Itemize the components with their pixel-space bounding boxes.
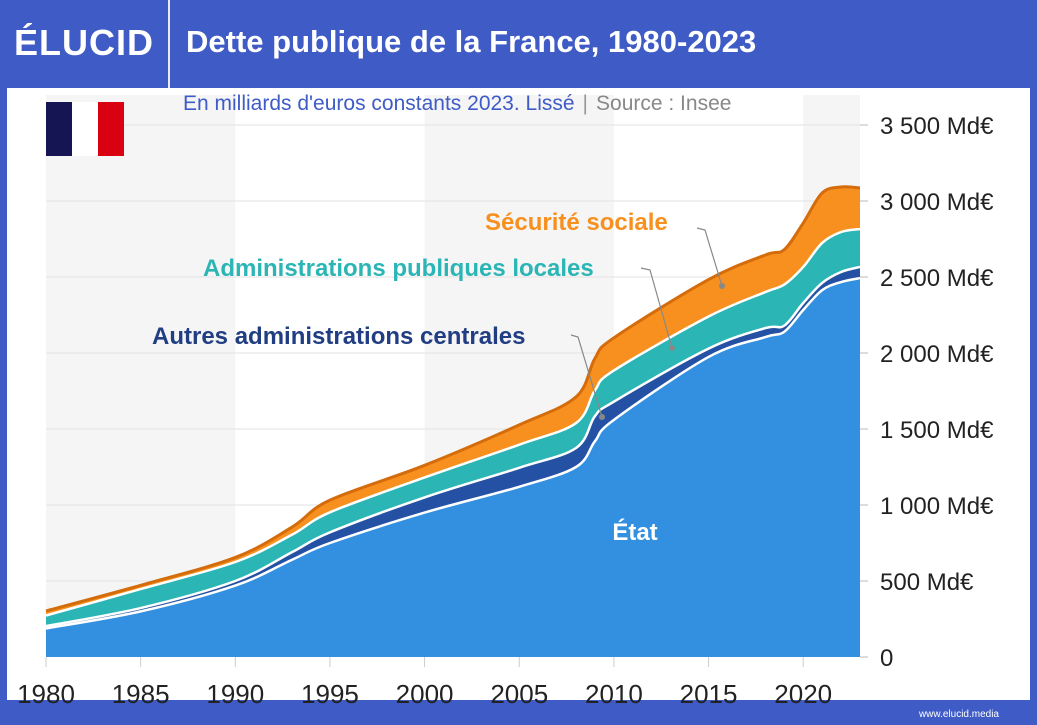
y-tick-label: 0 [880, 645, 893, 672]
leader-line [640, 267, 673, 349]
label-administrations-publiques-locales: Administrations publiques locales [203, 255, 594, 282]
x-tick-label: 2020 [774, 679, 832, 709]
label-securite-sociale: Sécurité sociale [485, 209, 668, 236]
y-tick-label: 2 500 Md€ [880, 265, 994, 292]
x-tick-label: 1980 [17, 679, 75, 709]
series-separator-line [45, 265, 861, 628]
series-separator-line [45, 276, 861, 630]
subtitle: En milliards d'euros constants 2023. Lis… [183, 92, 731, 116]
header-divider [168, 0, 170, 88]
subtitle-separator: | [582, 92, 589, 115]
leader-line [570, 334, 603, 418]
x-tick-label: 2000 [396, 679, 454, 709]
y-tick-label: 1 000 Md€ [880, 493, 994, 520]
flag-stripe-blue [46, 102, 72, 156]
elucid-logo: ÉLUCID [14, 22, 154, 63]
source-text: Source : Insee [596, 92, 732, 115]
leader-dot [669, 345, 675, 351]
label-etat: État [612, 518, 657, 546]
y-tick-label: 3 500 Md€ [880, 113, 994, 140]
flag-stripe-red [98, 102, 124, 156]
page-title: Dette publique de la France, 1980-2023 [186, 24, 757, 59]
y-tick-label: 1 500 Md€ [880, 417, 994, 444]
background-band [46, 95, 236, 657]
flag-stripe-white [72, 102, 98, 156]
x-tick-label: 1995 [301, 679, 359, 709]
area-etat [46, 278, 860, 657]
header: ÉLUCID Dette publique de la France, 1980… [0, 0, 1037, 88]
x-tick-label: 2015 [680, 679, 738, 709]
france-flag-icon [46, 102, 124, 156]
leader-dot [599, 414, 605, 420]
y-tick-label: 3 000 Md€ [880, 189, 994, 216]
x-tick-label: 2010 [585, 679, 643, 709]
x-tick-label: 2005 [490, 679, 548, 709]
y-tick-label: 2 000 Md€ [880, 341, 994, 368]
x-tick-label: 1990 [206, 679, 264, 709]
subtitle-text: En milliards d'euros constants 2023. Lis… [183, 92, 575, 115]
footer-url[interactable]: www.elucid.media [918, 709, 999, 720]
x-tick-label: 1985 [112, 679, 170, 709]
leader-line [696, 227, 723, 287]
leader-dot [719, 283, 725, 289]
series-separator-line [45, 227, 861, 617]
y-tick-label: 500 Md€ [880, 569, 974, 596]
label-autres-administrations-centrales: Autres administrations centrales [152, 323, 525, 350]
